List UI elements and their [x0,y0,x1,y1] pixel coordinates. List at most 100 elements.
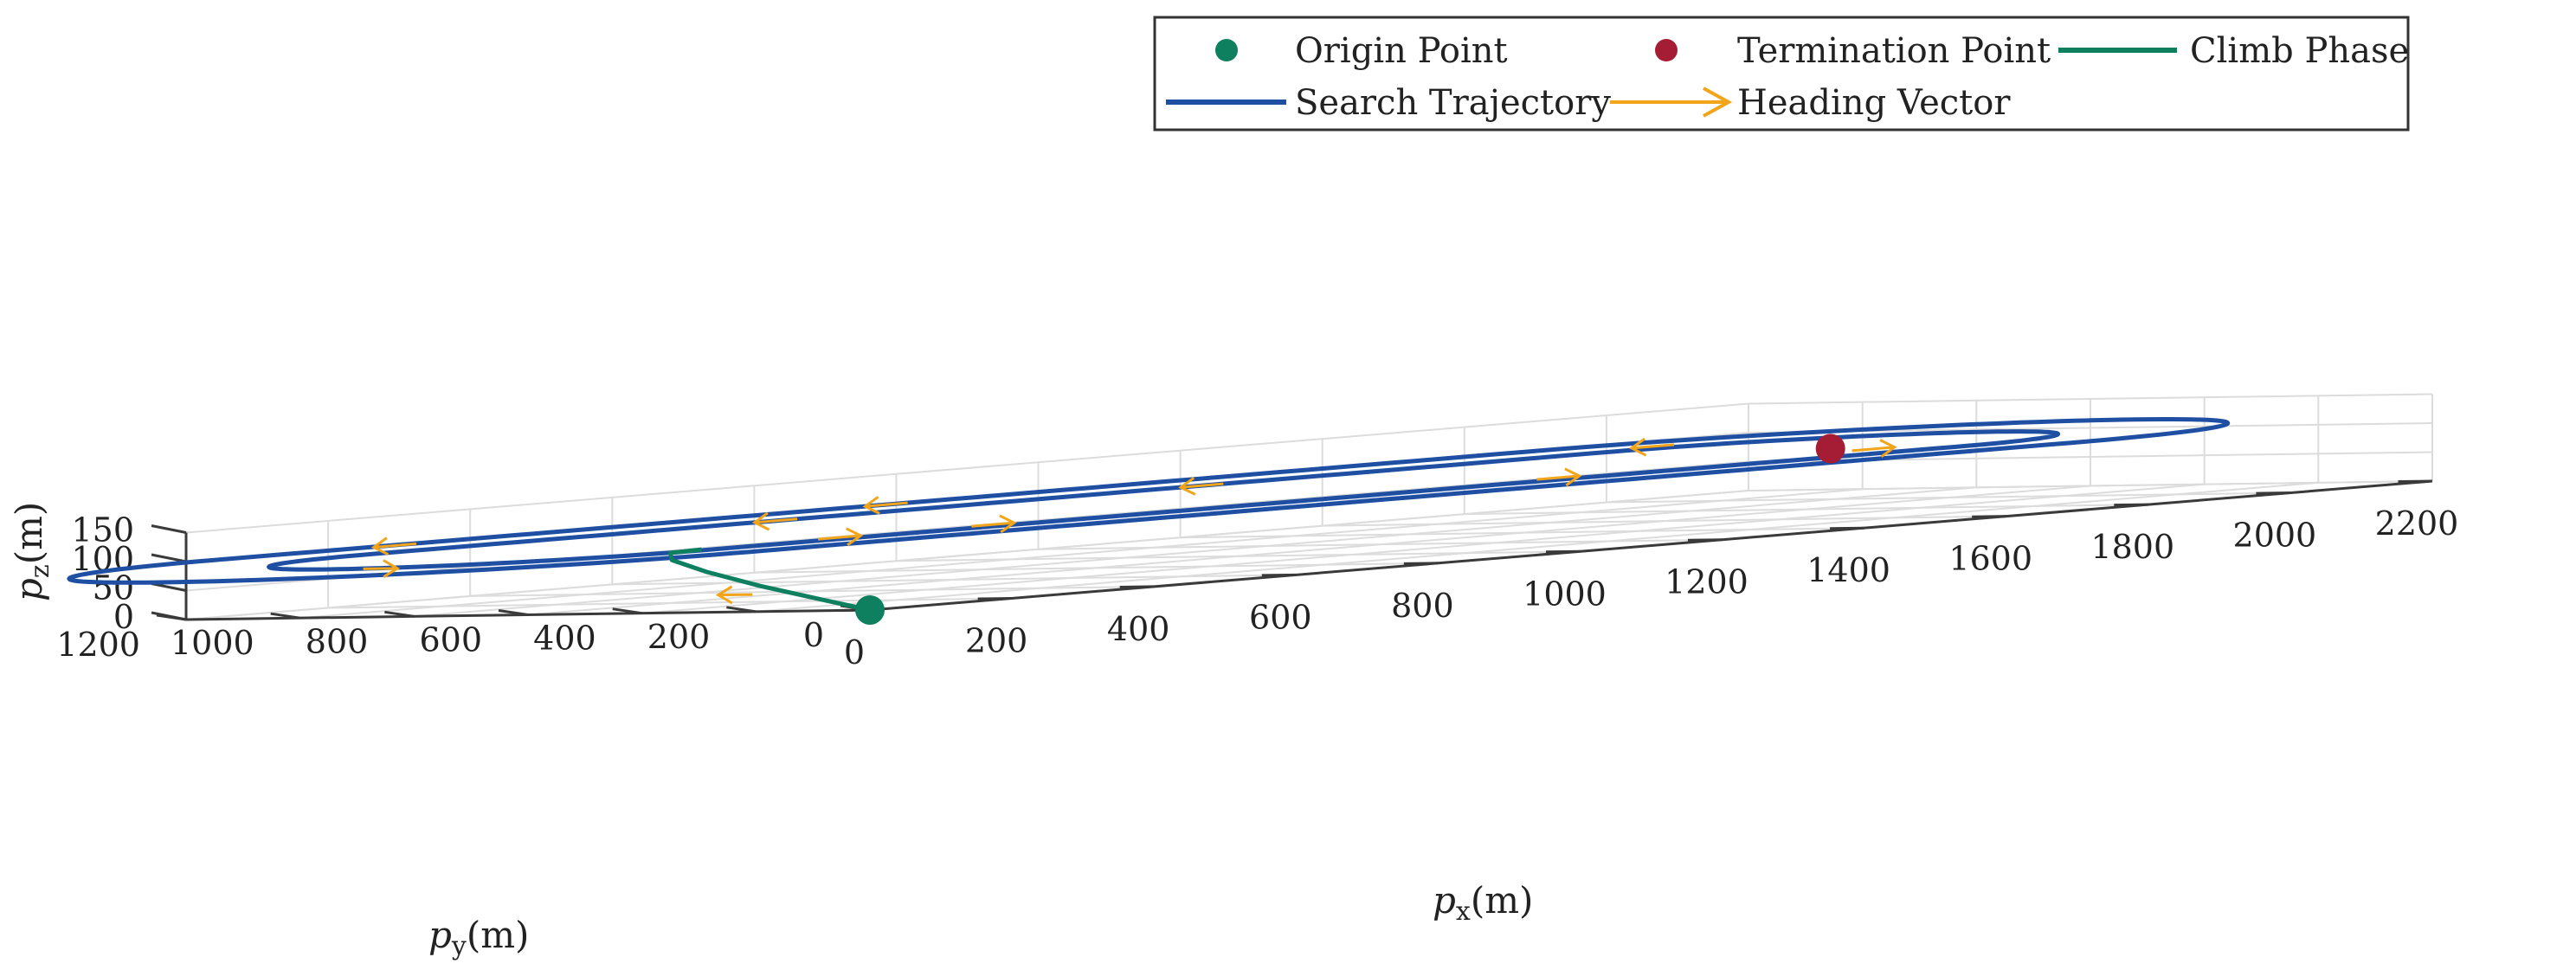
heading-vector-head [1628,437,1647,457]
x-tick-label: 200 [965,622,1028,660]
side-wall-grid-z [1748,480,2433,491]
x-tick-label: 400 [1107,610,1170,648]
heading-vector [1536,467,1582,487]
legend-climb-label: Climb Phase [2190,31,2409,71]
heading-vector-head [715,585,733,605]
heading-vector-shaft [754,517,798,524]
heading-vector-shaft [718,593,753,597]
heading-vector [1628,437,1675,457]
legend: Origin Point Termination Point Climb Pha… [1153,16,2410,132]
y-tick-mark [384,610,415,618]
origin-point-marker [855,595,885,625]
y-tick-label: 800 [306,622,369,660]
x-tick-mark [2398,479,2433,483]
heading-vector-head [751,511,770,531]
x-axis-line [869,479,2433,612]
x-tick-mark [1545,549,1581,554]
axes-layer [151,479,2433,621]
x-tick-mark [977,597,1013,601]
back-wall-grid-z [185,402,1749,534]
legend-search-label: Search Trajectory [1295,83,1611,123]
y-tick-mark [612,607,642,615]
legend-heading-arrow-head [1703,87,1733,118]
y-tick-label: 200 [647,618,711,656]
heading-vector [862,496,908,515]
heading-vector [363,559,401,578]
y-tick-mark [726,606,757,613]
y-tick-label: 400 [533,620,596,658]
heading-vector [715,585,753,605]
x-tick-label: 800 [1391,587,1454,625]
heading-vector [751,511,798,531]
heading-vector-head [999,514,1017,534]
x-tick-label: 1000 [1523,575,1607,613]
heading-vector-shaft [1180,482,1224,489]
legend-origin-label: Origin Point [1295,31,1508,71]
heading-vector [370,536,417,556]
data-layer [67,417,2231,625]
heading-vector-head [1178,477,1196,496]
z-tick-mark [151,611,187,621]
legend-box [1153,16,2410,132]
x-tick-mark [1403,562,1439,565]
floor-grid-y [414,486,1977,618]
back-wall-grid-z [185,460,1749,592]
search-trajectory-inner-loop [267,429,2061,572]
tick-labels: 0 200 400 600 800 1000 1200 1400 1600 1800 2000 220… [56,504,2458,671]
legend-origin-marker [1215,39,1238,61]
heading-vector-shaft [1631,443,1675,450]
x-tick-label: 600 [1249,598,1312,636]
z-axis-label: pz(m) [8,502,55,601]
heading-vector-head [1879,439,1897,458]
x-tick-mark [2256,491,2290,495]
floor-grid-y [299,488,1863,620]
x-tick-label: 1600 [1948,540,2032,578]
y-tick-label: 1000 [171,624,254,662]
heading-vector-head [383,559,401,578]
back-wall-grid-z [185,490,1749,620]
legend-heading-label: Heading Vector [1737,83,2011,123]
y-axis-label: py(m) [428,914,529,961]
heading-vector [971,514,1017,534]
y-tick-label: 600 [419,621,482,659]
z-tick-label: 50 [93,569,134,607]
heading-vector-shaft [1536,474,1580,481]
heading-vector-head [845,527,864,547]
side-wall-grid-z [1748,393,2433,405]
x-tick-mark [2114,503,2148,507]
legend-termination-marker [1655,39,1678,61]
x-tick-mark [1830,526,1864,530]
floor-grid-y [756,481,2319,613]
x-tick-label: 1400 [1806,551,1890,589]
x-tick-mark [1687,538,1723,542]
x-tick-label: 1200 [1665,563,1748,601]
heading-vector-head [370,536,390,556]
heading-vector-shaft [865,501,908,508]
heading-vector [1178,477,1224,496]
y-tick-mark [498,609,529,616]
heading-vector-shaft [373,542,417,549]
x-tick-label: 0 [844,633,865,671]
floor-grid-y [641,483,2205,614]
heading-vector [817,527,864,547]
heading-vector-shaft [817,534,861,541]
x-tick-label: 1800 [2090,528,2174,566]
z-tick-mark [151,582,187,592]
z-tick-mark [151,553,187,563]
z-tick-mark [151,524,187,534]
x-tick-label: 2200 [2375,504,2459,543]
search-trajectory-outer-loop [67,417,2231,585]
heading-vector [1852,439,1897,458]
x-axis-label: px(m) [1433,879,1533,927]
termination-point-marker [1815,434,1845,464]
z-tick-label: 150 [71,511,134,549]
heading-vector-shaft [971,521,1014,528]
x-tick-label: 2000 [2233,517,2317,555]
x-tick-mark [1119,585,1155,588]
heading-vector-head [1564,467,1582,487]
z-tick-label: 0 [113,598,134,636]
climb-phase-line [668,547,871,613]
legend-termination-label: Termination Point [1737,31,2051,71]
heading-vector-head [862,496,880,515]
